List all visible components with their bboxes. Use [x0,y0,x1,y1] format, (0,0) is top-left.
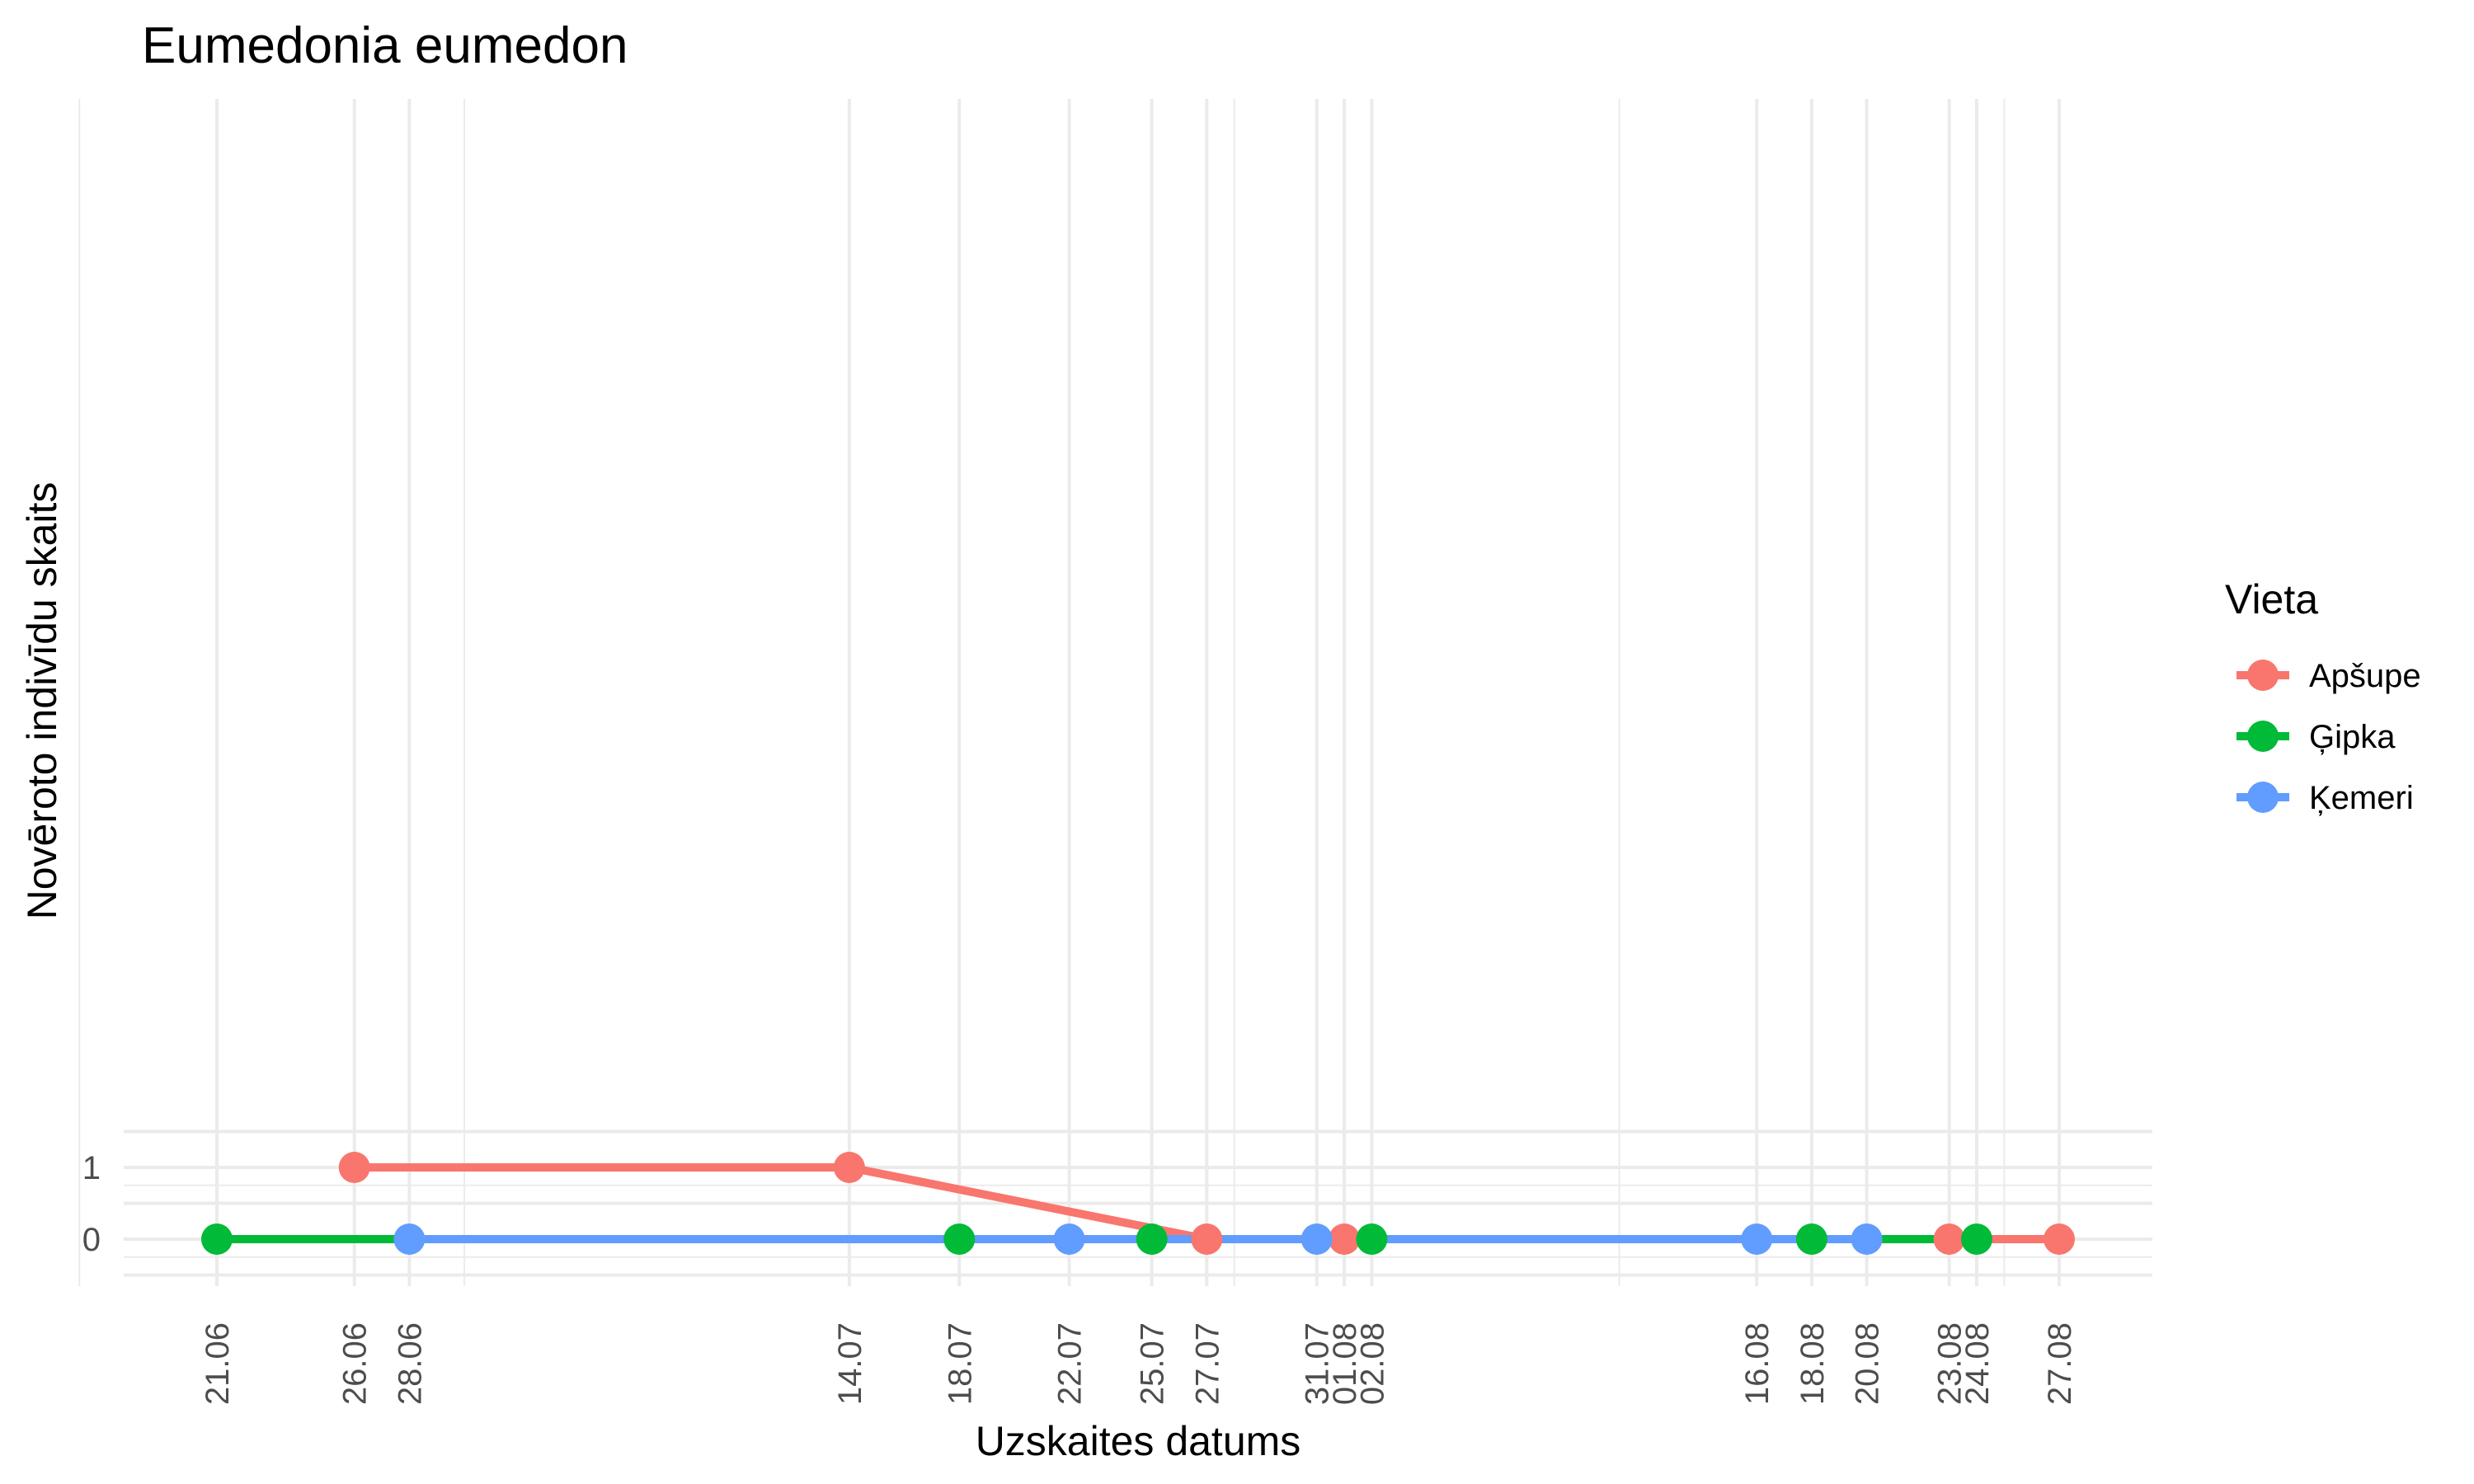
legend-item: Apšupe [2236,658,2421,694]
x-tick-label: 14.07 [832,1322,868,1405]
x-tick-label: 26.06 [337,1322,374,1405]
data-point [1329,1223,1361,1255]
x-tick-label: 02.08 [1354,1322,1390,1405]
data-point [943,1223,976,1255]
x-axis-ticks: 21.06 26.06 28.06 14.07 18.07 22.07 25.07 27.07… [200,1322,2078,1405]
y-axis-title: Novēroto indivīdu skaits [19,482,65,920]
y-axis-ticks: 01 [82,1150,101,1258]
legend-key-point [2247,660,2279,691]
legend: Vieta Apšupe Ģipka Ķemeri [2225,576,2421,816]
legend-label: Ķemeri [2309,780,2414,816]
x-tick-label: 16.08 [1739,1322,1776,1405]
legend-item: Ģipka [2236,719,2396,755]
x-tick-label: 31.07 [1300,1322,1336,1405]
data-point [201,1223,233,1255]
x-tick-label: 28.06 [392,1322,428,1405]
x-tick-label: 20.08 [1850,1322,1886,1405]
data-point [1741,1223,1773,1255]
data-point [1960,1223,1992,1255]
x-tick-label: 22.07 [1052,1322,1089,1405]
grid [78,99,2152,1286]
series-layer [201,1152,2075,1255]
legend-key-point [2247,721,2279,752]
legend-item: Ķemeri [2236,780,2414,816]
data-point [338,1152,370,1183]
x-axis-title: Uzskaites datums [976,1418,1301,1464]
legend-key-point [2247,782,2279,813]
chart-title: Eumedonia eumedon [142,17,628,74]
x-tick-label: 25.07 [1135,1322,1171,1405]
x-tick-label: 23.08 [1932,1322,1968,1405]
x-tick-label: 01.08 [1327,1322,1363,1405]
data-point [1356,1223,1388,1255]
x-tick-label: 24.08 [1959,1322,1996,1405]
data-point [1136,1223,1168,1255]
data-point [1795,1223,1827,1255]
data-point [1933,1223,1965,1255]
x-tick-label: 27.08 [2042,1322,2078,1405]
x-tick-label: 21.06 [200,1322,236,1405]
y-tick-label: 0 [82,1222,101,1258]
data-point [1191,1223,1223,1255]
data-point [833,1152,865,1183]
data-point [1300,1223,1333,1255]
x-tick-label: 18.08 [1794,1322,1831,1405]
legend-label: Ģipka [2309,719,2396,755]
legend-title: Vieta [2225,576,2318,622]
x-tick-label: 18.07 [942,1322,978,1405]
data-point [1851,1223,1883,1255]
y-tick-label: 1 [82,1150,101,1186]
data-point [1053,1223,1085,1255]
data-point [2044,1223,2075,1255]
data-point [393,1223,426,1255]
x-tick-label: 27.07 [1189,1322,1225,1405]
legend-label: Apšupe [2309,658,2421,694]
